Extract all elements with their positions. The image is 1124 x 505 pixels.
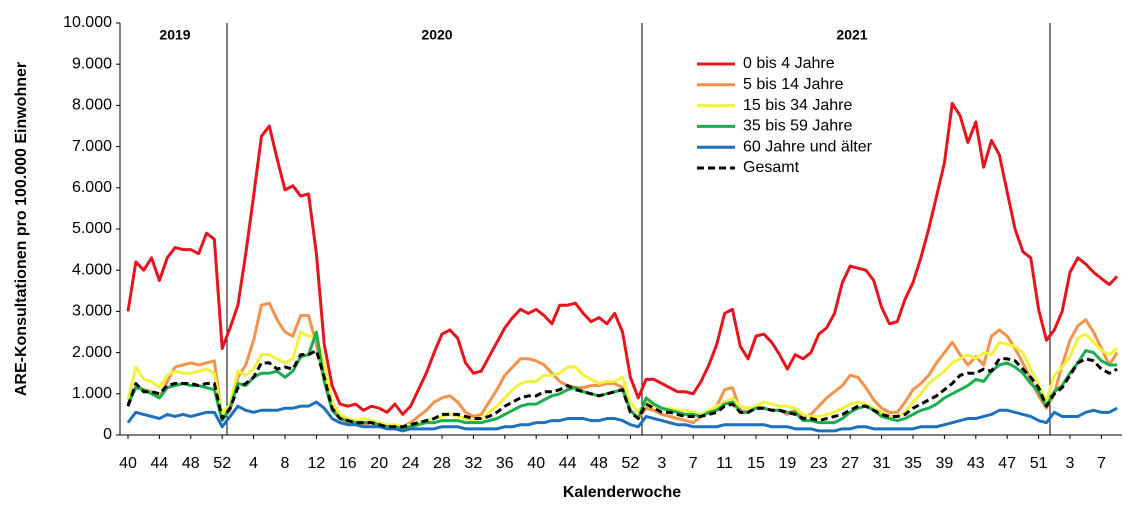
x-tick-label: 40	[527, 455, 545, 472]
series-line	[126, 301, 1119, 431]
x-tick-label: 31	[873, 455, 891, 472]
x-axis-label: Kalenderwoche	[563, 484, 681, 501]
x-tick-label: 51	[1030, 455, 1048, 472]
x-tick-label: 43	[967, 455, 985, 472]
x-tick-label: 24	[402, 455, 420, 472]
series-line	[126, 349, 1118, 429]
x-tick-label: 32	[465, 455, 483, 472]
y-tick-label: 1.000	[72, 385, 112, 402]
year-label: 2020	[421, 27, 452, 43]
x-tick-label: 8	[281, 455, 290, 472]
x-tick-label: 35	[904, 455, 922, 472]
legend-label: Gesamt	[743, 159, 800, 176]
x-tick-label: 52	[213, 455, 231, 472]
y-tick-label: 6.000	[72, 179, 112, 196]
year-label: 2019	[159, 27, 190, 43]
x-tick-label: 7	[689, 455, 698, 472]
x-tick-label: 3	[657, 455, 666, 472]
x-tick-label: 15	[747, 455, 765, 472]
x-tick-label: 44	[151, 455, 169, 472]
x-tick-label: 27	[841, 455, 859, 472]
legend-label: 35 bis 59 Jahre	[743, 118, 853, 135]
x-tick-label: 36	[496, 455, 514, 472]
x-tick-label: 28	[433, 455, 451, 472]
y-tick-label: 3.000	[72, 303, 112, 320]
x-tick-label: 19	[779, 455, 797, 472]
x-tick-label: 48	[590, 455, 608, 472]
x-tick-label: 52	[622, 455, 640, 472]
x-tick-label: 3	[1066, 455, 1075, 472]
x-tick-label: 39	[936, 455, 954, 472]
series-line	[126, 101, 1119, 416]
y-tick-label: 0	[103, 426, 112, 443]
x-tick-label: 20	[370, 455, 388, 472]
y-tick-label: 8.000	[72, 97, 112, 114]
legend-label: 5 bis 14 Jahre	[743, 76, 844, 93]
y-tick-label: 9.000	[72, 55, 112, 72]
x-tick-label: 47	[998, 455, 1016, 472]
series-line	[126, 400, 1118, 433]
x-tick-label: 44	[559, 455, 577, 472]
legend-label: 15 bis 34 Jahre	[743, 97, 853, 114]
x-tick-label: 11	[716, 455, 733, 472]
x-tick-label: 4	[249, 455, 258, 472]
x-tick-label: 40	[119, 455, 137, 472]
x-tick-label: 23	[810, 455, 828, 472]
y-tick-label: 4.000	[72, 261, 112, 278]
x-tick-label: 12	[308, 455, 326, 472]
series-line	[126, 330, 1119, 429]
x-tick-label: 16	[339, 455, 357, 472]
y-axis-label: ARE-Konsultationen pro 100.000 Einwohner	[13, 62, 30, 396]
x-tick-label: 48	[182, 455, 200, 472]
y-tick-label: 2.000	[72, 344, 112, 361]
x-tick-label: 7	[1097, 455, 1106, 472]
y-tick-label: 10.000	[63, 14, 112, 31]
legend-label: 0 bis 4 Jahre	[743, 55, 835, 72]
y-tick-label: 5.000	[72, 220, 112, 237]
legend-label: 60 Jahre und älter	[743, 138, 873, 155]
year-label: 2021	[836, 27, 867, 43]
y-tick-label: 7.000	[72, 138, 112, 155]
